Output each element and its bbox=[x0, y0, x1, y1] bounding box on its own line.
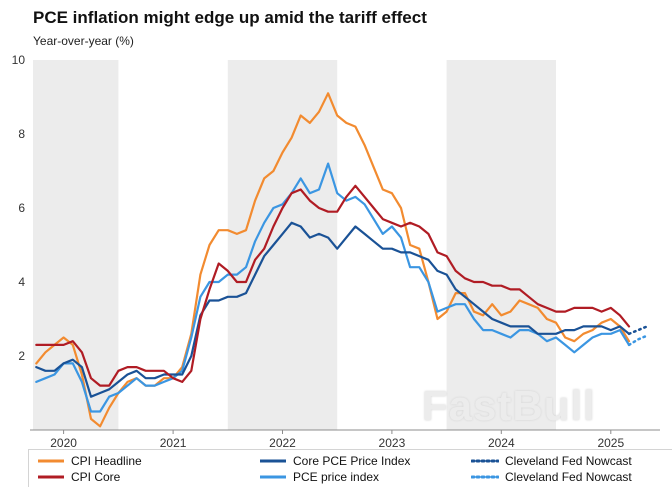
series-line-pce-price-index bbox=[35, 162, 631, 413]
x-tick-label: 2025 bbox=[597, 436, 624, 448]
legend-swatch-solid-line-icon bbox=[260, 459, 286, 463]
line-chart: 2 4 6 8 10 2020 2021 2022 2023 2024 2025 bbox=[12, 53, 660, 450]
legend-item-cleveland-fed-nowcast-4: Cleveland Fed Nowcast bbox=[471, 454, 667, 468]
y-tick-label: 2 bbox=[18, 349, 25, 363]
legend-label: Core PCE Price Index bbox=[293, 454, 411, 468]
x-tick-label: 2024 bbox=[488, 436, 515, 448]
legend-item-cpi-headline: CPI Headline bbox=[37, 454, 259, 468]
y-tick-label: 4 bbox=[18, 275, 25, 289]
legend-item-cpi-core: CPI Core bbox=[37, 470, 259, 484]
series-line-core-pce-price-index bbox=[35, 221, 631, 398]
legend-swatch-solid-line-icon bbox=[38, 475, 64, 479]
y-tick-label: 6 bbox=[18, 201, 25, 215]
series-line-cleveland-fed-nowcast-4 bbox=[627, 325, 649, 336]
legend-label: CPI Core bbox=[71, 470, 121, 484]
legend-item-core-pce-price-index: Core PCE Price Index bbox=[259, 454, 471, 468]
series-line-cpi-core bbox=[35, 184, 631, 387]
legend-swatch-solid-line-icon bbox=[260, 475, 286, 479]
legend-item-cleveland-fed-nowcast-5: Cleveland Fed Nowcast bbox=[471, 470, 667, 484]
series-line-cleveland-fed-nowcast-5 bbox=[627, 334, 649, 347]
legend-label: Cleveland Fed Nowcast bbox=[505, 470, 632, 484]
legend-label: CPI Headline bbox=[71, 454, 142, 468]
legend-label: Cleveland Fed Nowcast bbox=[505, 454, 632, 468]
legend-swatch-dotted-line-icon bbox=[471, 459, 499, 463]
y-tick-label: 8 bbox=[18, 127, 25, 141]
legend: CPI Headline Core PCE Price Index Clevelan… bbox=[28, 449, 672, 487]
legend-swatch-dotted-line-icon bbox=[471, 475, 499, 479]
x-tick-label: 2023 bbox=[379, 436, 406, 448]
x-tick-label: 2021 bbox=[160, 436, 187, 448]
year-band bbox=[227, 60, 338, 430]
plot-area: 2 4 6 8 10 2020 2021 2022 2023 2024 2025 FastBull bbox=[0, 50, 672, 450]
legend-item-pce-price-index: PCE price index bbox=[259, 470, 471, 484]
y-tick-label: 10 bbox=[12, 53, 26, 67]
chart-subtitle: Year-over-year (%) bbox=[33, 34, 134, 48]
chart-title: PCE inflation might edge up amid the tar… bbox=[33, 8, 427, 27]
legend-label: PCE price index bbox=[293, 470, 380, 484]
x-tick-label: 2022 bbox=[269, 436, 296, 448]
legend-swatch-solid-line-icon bbox=[38, 459, 64, 463]
x-tick-label: 2020 bbox=[50, 436, 77, 448]
year-band bbox=[446, 60, 556, 430]
year-band bbox=[33, 60, 119, 430]
